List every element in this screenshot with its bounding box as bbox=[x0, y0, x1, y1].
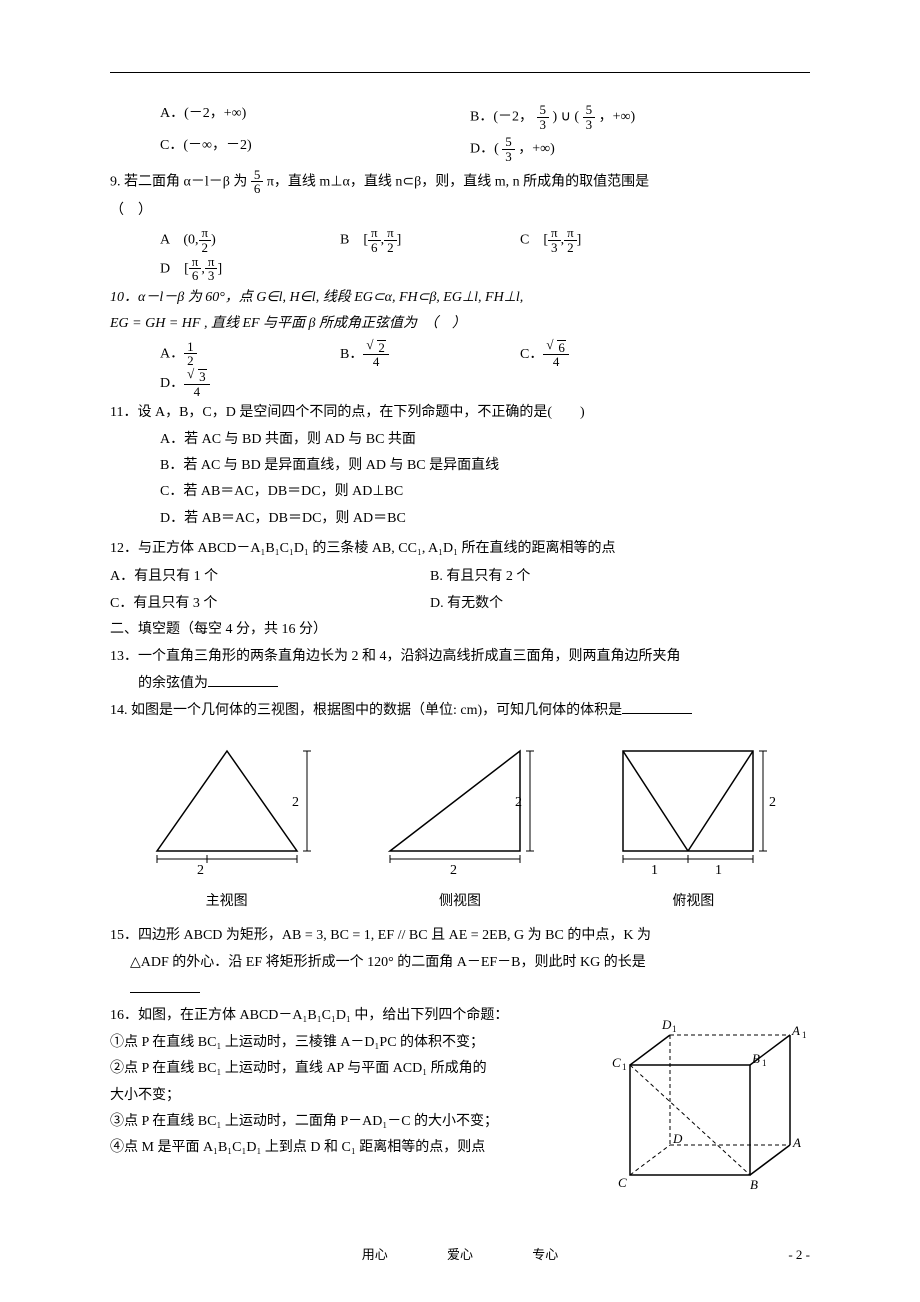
q9-opt-C: C [π3,π2] bbox=[520, 226, 660, 254]
q15-blank bbox=[110, 978, 810, 1001]
q9-stem: 9. 若二面角 α－l－β 为 56 π，直线 m⊥α，直线 n⊂β，则，直线 … bbox=[110, 168, 810, 196]
q8-options-row2: C．(－∞，－2) D．( 53 ，+∞) bbox=[110, 135, 810, 163]
svg-text:C: C bbox=[612, 1055, 621, 1070]
q11-stem: 11．设 A，B，C，D 是空间四个不同的点，在下列命题中，不正确的是( ) bbox=[110, 402, 810, 424]
svg-text:C: C bbox=[618, 1175, 627, 1190]
side-view-cell: 2 2 侧视图 bbox=[343, 741, 576, 913]
q10-opt-B: B．24 bbox=[340, 340, 480, 369]
q9-paren: （ ） bbox=[110, 200, 810, 222]
q11-D: D．若 AB＝AC，DB＝DC，则 AD＝BC bbox=[110, 508, 810, 530]
q16-block: D1 A1 C1 B1 D A C B 16．如图，在正方体 ABCD－A₁B₁… bbox=[110, 1005, 810, 1203]
main-view-svg: 2 2 bbox=[137, 741, 317, 881]
svg-text:1: 1 bbox=[762, 1058, 767, 1068]
svg-text:1: 1 bbox=[622, 1062, 627, 1072]
q8-options-row1: A．(－2，+∞) B．(－2， 53 ) ∪ ( 53 ，+∞) bbox=[110, 103, 810, 131]
q12-B: B. 有且只有 2 个 bbox=[430, 566, 530, 588]
side-view-label: 侧视图 bbox=[343, 891, 576, 913]
side-dim-b: 2 bbox=[450, 863, 457, 878]
svg-text:1: 1 bbox=[672, 1024, 677, 1034]
q10-opt-D: D．34 bbox=[160, 369, 300, 398]
cube-figure: D1 A1 C1 B1 D A C B bbox=[600, 1005, 810, 1203]
q11-C: C．若 AB＝AC，DB＝DC，则 AD⊥BC bbox=[110, 481, 810, 503]
q12-A: A．有且只有 1 个 bbox=[110, 566, 430, 588]
side-view-svg: 2 2 bbox=[370, 741, 550, 881]
blank-line bbox=[208, 672, 278, 687]
q11-A: A．若 AC 与 BD 共面，则 AD 与 BC 共面 bbox=[110, 429, 810, 451]
top-dim-l: 1 bbox=[651, 863, 658, 878]
q10-opt-A: A．12 bbox=[160, 340, 300, 369]
q12-stem: 12．与正方体 ABCD－A₁B₁C₁D₁ 的三条棱 AB, CC₁, A₁D₁… bbox=[110, 538, 810, 560]
q9-opt-D: D [π6,π3] bbox=[160, 255, 300, 283]
top-rule bbox=[110, 72, 810, 73]
svg-text:B: B bbox=[750, 1177, 758, 1192]
q8-opt-B: B．(－2， 53 ) ∪ ( 53 ，+∞) bbox=[470, 103, 635, 131]
q15-l2: △ADF 的外心．沿 EF 将矩形折成一个 120° 的二面角 A－EF－B，则… bbox=[110, 952, 810, 974]
q9-options: A (0,π2) B [π6,π2] C [π3,π2] D [π6,π3] bbox=[110, 226, 810, 283]
q8-opt-A: A．(－2，+∞) bbox=[160, 103, 430, 131]
section2-heading: 二、填空题（每空 4 分，共 16 分） bbox=[110, 619, 810, 641]
blank-line bbox=[622, 699, 692, 714]
q11-B: B．若 AC 与 BD 是异面直线，则 AD 与 BC 是异面直线 bbox=[110, 455, 810, 477]
top-view-cell: 1 1 2 俯视图 bbox=[577, 741, 810, 913]
q12-C: C．有且只有 3 个 bbox=[110, 593, 430, 615]
top-dim-r: 1 bbox=[715, 863, 722, 878]
q10-line2: EG = GH = HF , 直线 EF 与平面 β 所成角正弦值为 （ ） bbox=[110, 313, 810, 335]
q12-row2: C．有且只有 3 个 D. 有无数个 bbox=[110, 593, 810, 615]
q13-l1: 13．一个直角三角形的两条直角边长为 2 和 4，沿斜边高线折成直三面角，则两直… bbox=[110, 646, 810, 668]
q14-stem: 14. 如图是一个几何体的三视图，根据图中的数据（单位: cm)，可知几何体的体… bbox=[110, 699, 810, 722]
svg-text:D: D bbox=[661, 1017, 672, 1032]
top-view-label: 俯视图 bbox=[577, 891, 810, 913]
main-view-label: 主视图 bbox=[110, 891, 343, 913]
three-views: 2 2 主视图 2 2 侧视图 1 1 bbox=[110, 741, 810, 913]
svg-text:A: A bbox=[792, 1135, 801, 1150]
main-view-cell: 2 2 主视图 bbox=[110, 741, 343, 913]
q8-opt-C: C．(－∞，－2) bbox=[160, 135, 430, 163]
footer-text: 用心 爱心 专心 bbox=[334, 1245, 587, 1266]
q12-D: D. 有无数个 bbox=[430, 593, 503, 615]
q9-opt-B: B [π6,π2] bbox=[340, 226, 480, 254]
q10-line1: 10．α－l－β 为 60°，点 G∈l, H∈l, 线段 EG⊂α, FH⊂β… bbox=[110, 287, 810, 309]
cube-svg: D1 A1 C1 B1 D A C B bbox=[600, 1005, 810, 1195]
top-dim-h: 2 bbox=[769, 795, 776, 810]
q10-options: A．12 B．24 C．64 D．34 bbox=[110, 340, 810, 399]
q15-l1: 15．四边形 ABCD 为矩形，AB = 3, BC = 1, EF // BC… bbox=[110, 925, 810, 947]
main-dim-2: 2 bbox=[197, 863, 204, 878]
footer: 用心 爱心 专心 bbox=[110, 1245, 810, 1266]
q13-l2: 的余弦值为 bbox=[110, 672, 810, 695]
main-dim-h: 2 bbox=[292, 795, 299, 810]
q10-opt-C: C．64 bbox=[520, 340, 660, 369]
top-view-svg: 1 1 2 bbox=[603, 741, 783, 881]
svg-text:A: A bbox=[791, 1023, 800, 1038]
q9-opt-A: A (0,π2) bbox=[160, 226, 300, 254]
q8-opt-D: D．( 53 ，+∞) bbox=[470, 135, 555, 163]
side-dim-h: 2 bbox=[515, 795, 522, 810]
page-number: - 2 - bbox=[788, 1245, 810, 1266]
svg-text:1: 1 bbox=[802, 1030, 807, 1040]
svg-text:D: D bbox=[672, 1131, 683, 1146]
svg-text:B: B bbox=[752, 1051, 760, 1066]
page: A．(－2，+∞) B．(－2， 53 ) ∪ ( 53 ，+∞) C．(－∞，… bbox=[0, 0, 920, 1302]
q12-row1: A．有且只有 1 个 B. 有且只有 2 个 bbox=[110, 566, 810, 588]
